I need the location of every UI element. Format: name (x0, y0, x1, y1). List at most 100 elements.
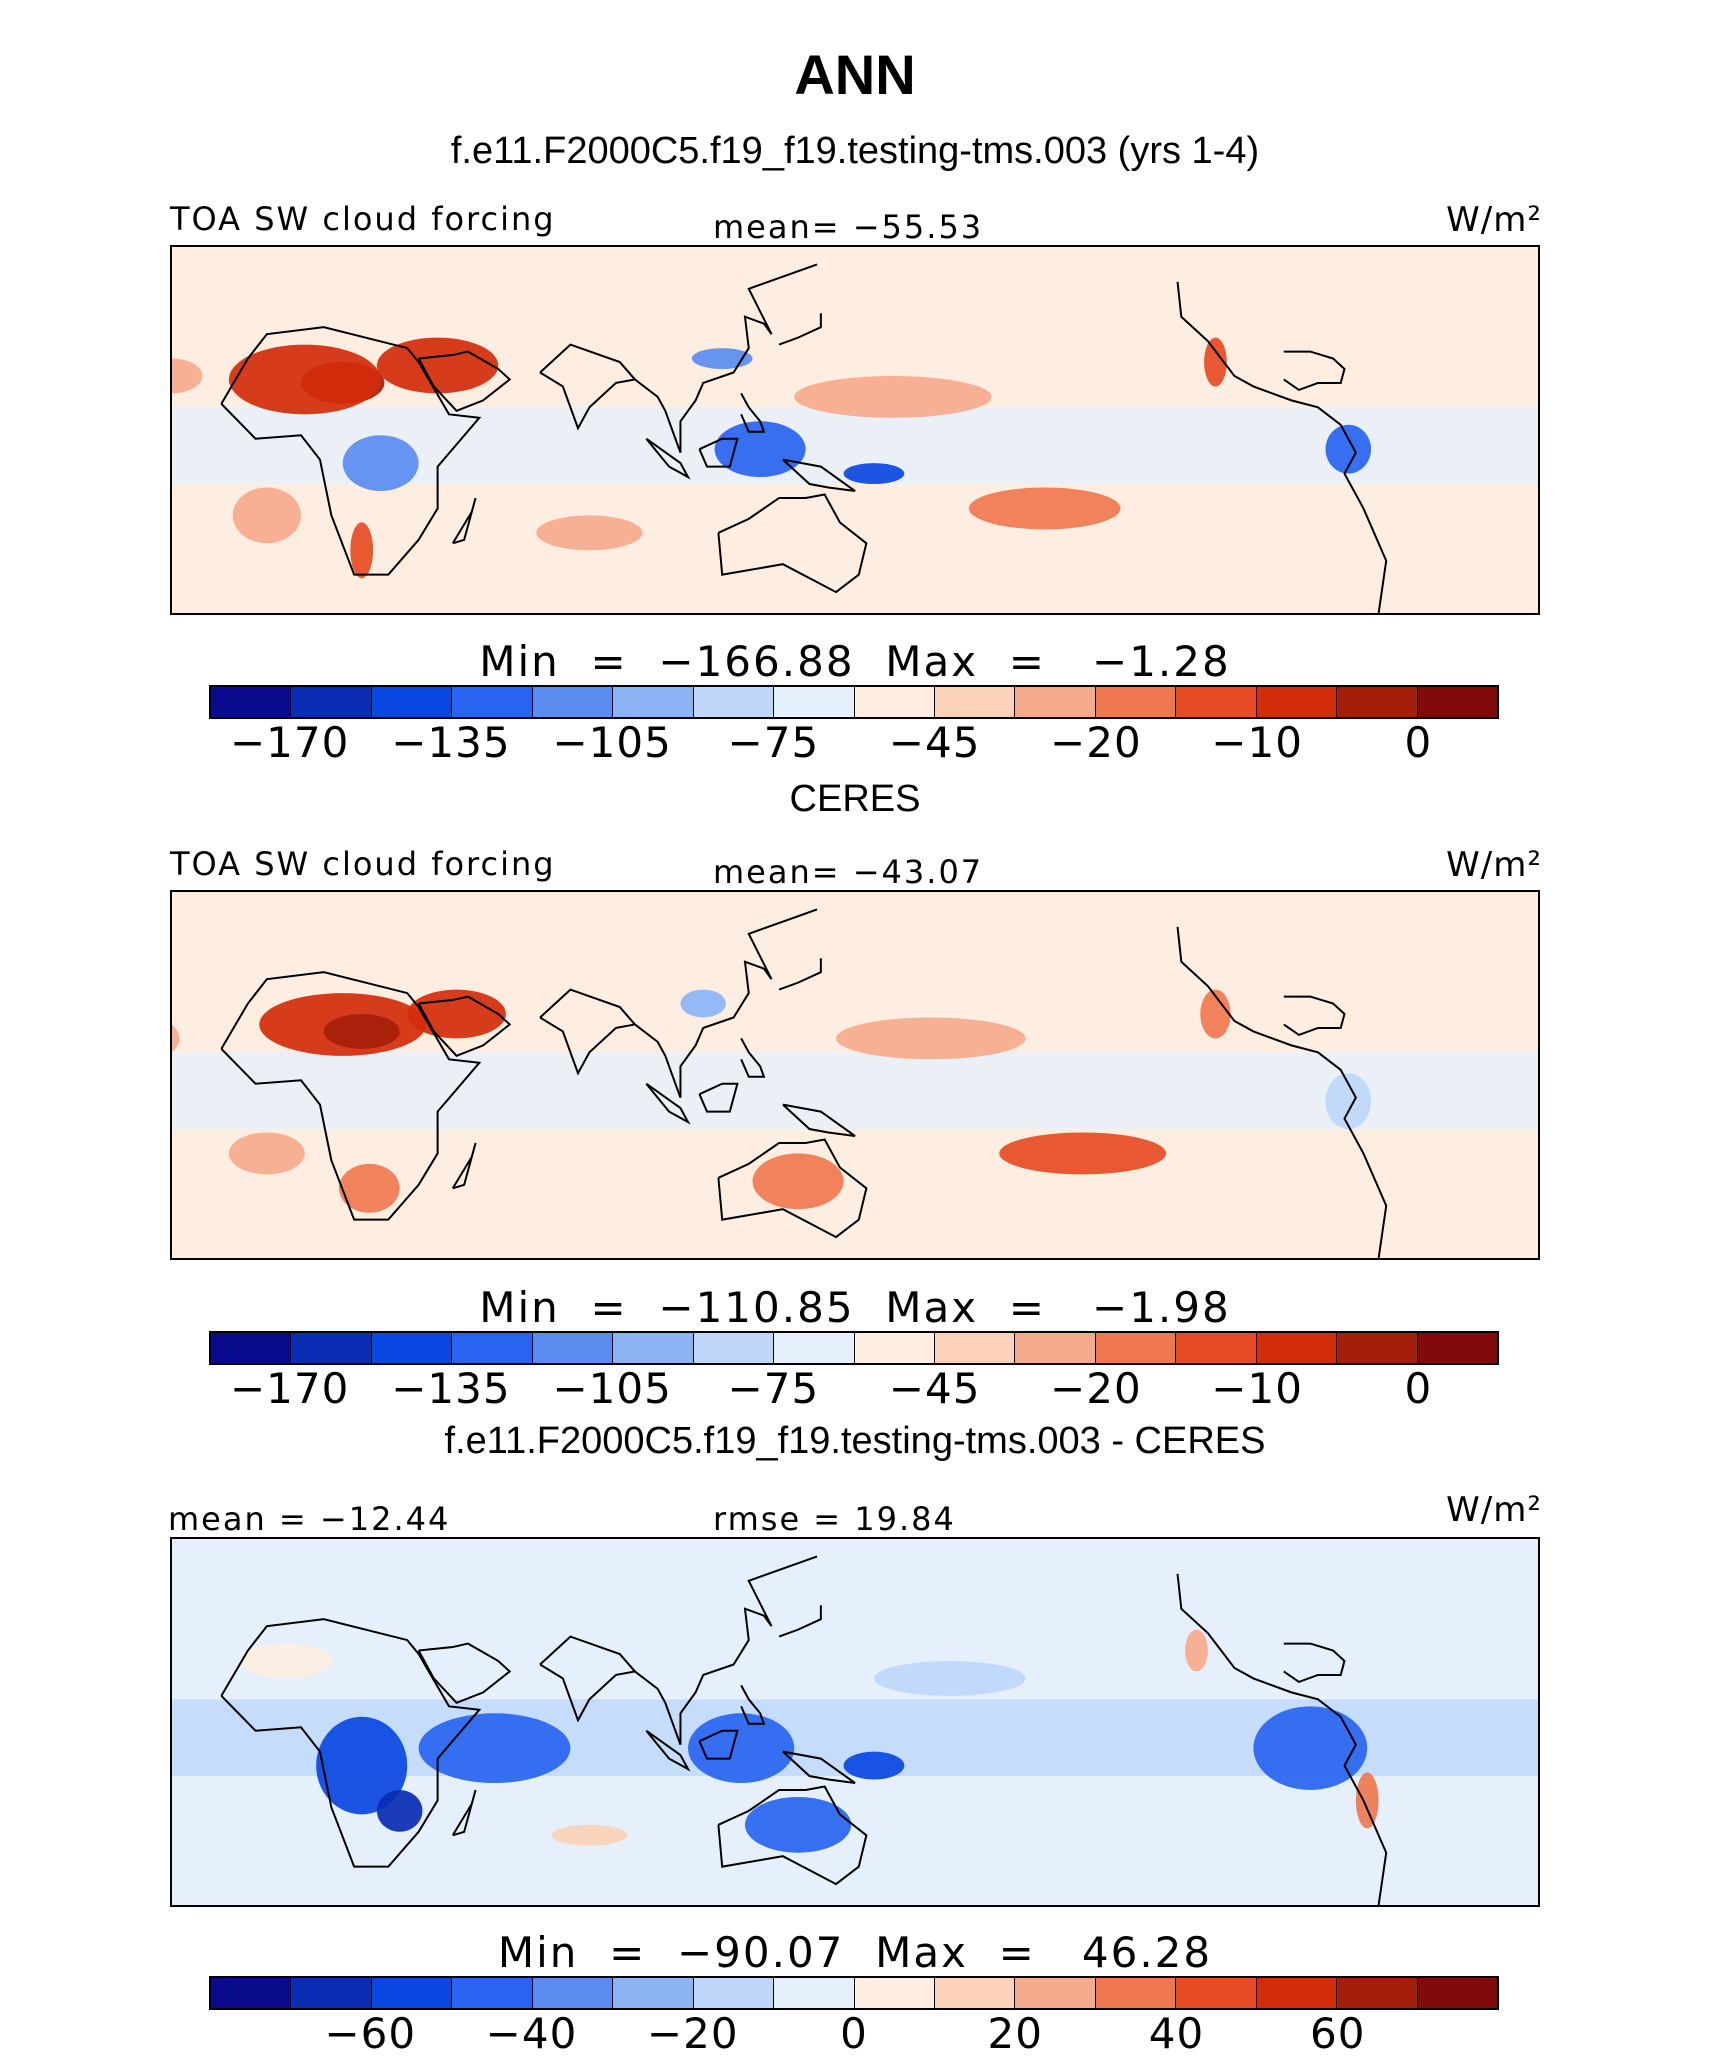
field-contour (794, 375, 992, 418)
coastline (1283, 350, 1346, 392)
colorbar-swatch (1015, 1333, 1096, 1363)
colorbar-swatch (211, 687, 292, 717)
coastline (1176, 926, 1388, 1258)
colorbar-swatch (693, 1333, 775, 1363)
panel-3-rmse-label: rmse = 19.84 (713, 1500, 956, 1538)
field-contour (744, 1796, 852, 1853)
coastline (740, 392, 766, 433)
coastline (698, 1082, 739, 1113)
coastline (634, 908, 818, 1098)
field-contour (172, 1024, 180, 1052)
colorbar-swatch (934, 1333, 1016, 1363)
colorbar-tick-label: −105 (552, 718, 672, 767)
colorbar-tick-label: 0 (1404, 718, 1433, 767)
coastline (417, 350, 512, 413)
coastline (539, 1635, 637, 1723)
colorbar-tick-label: −105 (552, 1364, 672, 1413)
colorbar-tick-label: 0 (1404, 1364, 1433, 1413)
colorbar-swatch (1256, 687, 1338, 717)
field-contour (873, 1661, 1026, 1696)
colorbar-swatch (613, 687, 694, 717)
panel-3-heading: f.e11.F2000C5.f19_f19.testing-tms.003 - … (444, 1420, 1266, 1462)
field-contour (376, 1789, 423, 1832)
coastline (451, 497, 477, 545)
colorbar-swatch (211, 1333, 292, 1363)
colorbar-swatch (452, 687, 533, 717)
panel-3-mean-label: mean = −12.44 (168, 1500, 451, 1538)
field-contour (316, 1716, 408, 1815)
panel-2-mean-label: mean= −43.07 (713, 853, 984, 891)
colorbar-tick-label: −10 (1211, 718, 1303, 767)
colorbar-swatch (1176, 1978, 1257, 2008)
panel-2-left-label: TOA SW cloud forcing (170, 845, 556, 883)
colorbar-tick-label: −170 (229, 718, 350, 767)
field-contour (836, 1017, 1026, 1060)
colorbar-tick-label: −135 (391, 718, 511, 767)
field-contour (752, 1153, 844, 1210)
colorbar-tick-label: −40 (485, 2009, 578, 2058)
colorbar-tick-label: −60 (324, 2009, 417, 2058)
colorbar-tick-label: −20 (1050, 1364, 1142, 1413)
colorbar-swatch (1417, 1978, 1497, 2008)
coastline (634, 263, 818, 453)
colorbar-swatch (452, 1333, 533, 1363)
coastline (220, 1618, 482, 1868)
colorbar-swatch (934, 1978, 1016, 2008)
field-contour (240, 1643, 332, 1679)
colorbar-swatch (1176, 687, 1257, 717)
coastline (220, 326, 482, 576)
panel-1-mean-label: mean= −55.53 (713, 208, 984, 246)
panel-3-colorbar (209, 1976, 1499, 2010)
colorbar-tick-label: −170 (229, 1364, 350, 1413)
coastline (1176, 1573, 1388, 1905)
field-contour (228, 344, 381, 415)
field-contour (688, 1713, 795, 1783)
colorbar-swatch (1256, 1333, 1338, 1363)
coastline (717, 1138, 868, 1239)
coastline (782, 1103, 856, 1137)
panel-2-heading: CERES (789, 778, 921, 820)
field-contour (536, 515, 643, 551)
coastline (417, 1642, 512, 1705)
field-contour (714, 421, 806, 478)
panel-3-minmax: Min = −90.07 Max = 46.28 (497, 1928, 1213, 1977)
coastline (539, 343, 637, 431)
field-contour (1325, 1073, 1372, 1130)
colorbar-swatch (371, 1333, 453, 1363)
coastline (417, 995, 512, 1058)
panel-1-map (170, 245, 1540, 615)
coastline (740, 1037, 766, 1078)
colorbar-swatch (291, 1978, 372, 2008)
coastline (645, 1082, 691, 1125)
coastline (717, 493, 868, 594)
panel-3-units: W/m² (1446, 1490, 1542, 1530)
colorbar-swatch (613, 1333, 694, 1363)
coastline (740, 1684, 766, 1725)
coastline (645, 1729, 691, 1772)
panel-3-colorbar-ticks: −60 −40 −20 0 20 40 60 (0, 2009, 1710, 2059)
colorbar-swatch (774, 1333, 855, 1363)
coastline (634, 1555, 818, 1745)
colorbar-swatch (1337, 1978, 1418, 2008)
colorbar-swatch (371, 687, 453, 717)
colorbar-swatch (854, 1978, 935, 2008)
field-contour (551, 1824, 628, 1846)
colorbar-swatch (854, 1333, 935, 1363)
panel-2-units: W/m² (1446, 845, 1542, 885)
colorbar-swatch (774, 1978, 855, 2008)
coastline (717, 1785, 868, 1886)
panel-2-minmax: Min = −110.85 Max = −1.98 (479, 1283, 1231, 1332)
colorbar-swatch (613, 1978, 694, 2008)
field-contour (968, 487, 1121, 530)
field-contour (680, 989, 726, 1018)
colorbar-swatch (291, 687, 372, 717)
field-contour (843, 1751, 905, 1780)
colorbar-tick-label: −20 (1050, 718, 1142, 767)
field-contour (999, 1132, 1167, 1175)
panel-2-colorbar (209, 1331, 1499, 1365)
field-contour (1325, 424, 1372, 474)
panel-2-map (170, 890, 1540, 1260)
colorbar-swatch (532, 1978, 614, 2008)
field-contour (172, 358, 203, 394)
field-contour (228, 1132, 305, 1175)
